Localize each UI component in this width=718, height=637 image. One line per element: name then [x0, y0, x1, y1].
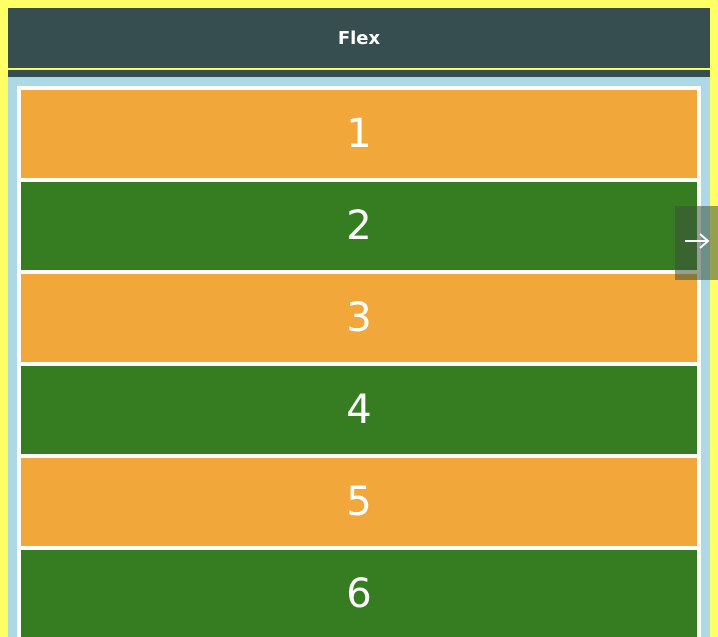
flex-item-label: 3: [346, 295, 372, 341]
flex-item-label: 6: [346, 571, 372, 617]
flex-items: 1 2 3 4 5 6: [17, 86, 701, 637]
flex-item-label: 1: [346, 111, 372, 157]
flex-item-3: 3: [17, 270, 701, 366]
flex-item-5: 5: [17, 454, 701, 550]
page-title: Flex: [337, 27, 381, 49]
next-button[interactable]: [675, 206, 718, 280]
header-divider: [8, 69, 710, 70]
flex-item-label: 5: [346, 479, 372, 525]
arrow-right-icon: [683, 231, 711, 255]
flex-container: 1 2 3 4 5 6: [8, 77, 710, 637]
flex-item-6: 6: [17, 546, 701, 637]
flex-item-4: 4: [17, 362, 701, 458]
header-bottom-bar: [8, 70, 710, 77]
flex-item-2: 2: [17, 178, 701, 274]
page-header: Flex: [8, 8, 710, 68]
flex-item-label: 2: [346, 203, 372, 249]
flex-item-1: 1: [17, 86, 701, 182]
flex-item-label: 4: [346, 387, 372, 433]
